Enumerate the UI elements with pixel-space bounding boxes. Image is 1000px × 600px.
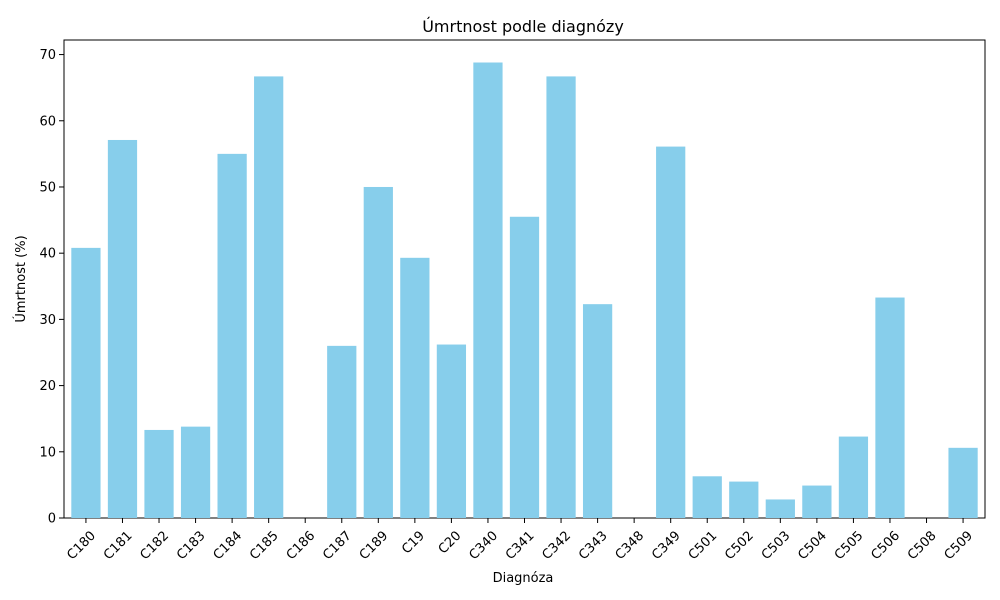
bar-C19 [400, 257, 430, 518]
bar-C183 [180, 426, 211, 518]
bar-C341 [509, 216, 540, 518]
bar-C349 [656, 146, 686, 518]
bar-C185 [254, 76, 284, 518]
bar-C506 [875, 297, 905, 518]
bar-C343 [582, 304, 613, 518]
bar-C501 [692, 476, 722, 518]
y-tick-label-60: 60 [39, 114, 56, 129]
y-tick-label-50: 50 [39, 180, 56, 195]
y-tick-label-10: 10 [39, 445, 56, 460]
bar-C509 [948, 447, 978, 518]
bar-C503 [765, 499, 795, 518]
bar-C340 [473, 62, 503, 518]
bar-C182 [144, 429, 174, 518]
bar-C184 [217, 153, 247, 518]
y-tick-label-40: 40 [39, 247, 56, 262]
y-tick-label-30: 30 [39, 313, 56, 328]
y-tick-label-70: 70 [39, 48, 56, 63]
bar-C505 [838, 436, 869, 518]
y-tick-label-20: 20 [39, 379, 56, 394]
bar-C187 [327, 345, 357, 518]
bar-C342 [546, 76, 576, 518]
y-axis-title: Úmrtnost (%) [13, 235, 29, 322]
bars [71, 62, 978, 519]
bar-C181 [107, 139, 138, 518]
bar-C20 [436, 344, 467, 518]
bar-C189 [363, 186, 393, 519]
y-axis: 0 10 20 30 40 50 60 70 [39, 48, 64, 527]
y-tick-label-0: 0 [48, 512, 56, 527]
bar-C502 [729, 481, 759, 518]
chart-title: Úmrtnost podle diagnózy [422, 17, 624, 36]
bar-C180 [71, 247, 101, 518]
bar-C504 [802, 485, 832, 518]
x-axis-title: Diagnóza [493, 571, 554, 586]
